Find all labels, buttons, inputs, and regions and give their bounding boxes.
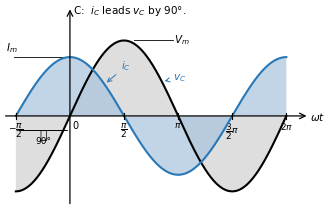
- Text: $-\dfrac{\pi}{2}$: $-\dfrac{\pi}{2}$: [8, 121, 24, 140]
- Text: $\pi$: $\pi$: [174, 121, 182, 130]
- Text: $v_C$: $v_C$: [166, 72, 186, 83]
- Text: $\dfrac{\pi}{2}$: $\dfrac{\pi}{2}$: [120, 121, 128, 140]
- Text: $V_m$: $V_m$: [174, 34, 190, 47]
- Text: $2\pi$: $2\pi$: [280, 121, 293, 132]
- Text: $\omega t$: $\omega t$: [310, 111, 325, 124]
- Text: 0: 0: [72, 121, 78, 131]
- Text: $i_C$: $i_C$: [108, 59, 131, 82]
- Text: $\dfrac{3}{2}\pi$: $\dfrac{3}{2}\pi$: [225, 121, 239, 142]
- Text: C:  $i_C$ leads $v_C$ by 90°.: C: $i_C$ leads $v_C$ by 90°.: [73, 4, 186, 18]
- Text: 90°: 90°: [35, 137, 51, 146]
- Text: $I_m$: $I_m$: [6, 41, 18, 55]
- Text: ⎵: ⎵: [39, 129, 47, 142]
